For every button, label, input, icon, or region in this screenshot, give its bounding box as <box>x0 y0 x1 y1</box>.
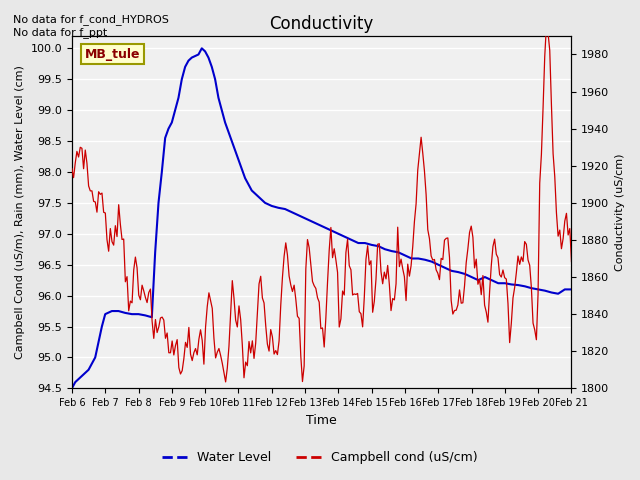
Text: MB_tule: MB_tule <box>85 48 141 60</box>
X-axis label: Time: Time <box>307 414 337 427</box>
Y-axis label: Conductivity (uS/cm): Conductivity (uS/cm) <box>615 154 625 271</box>
Y-axis label: Campbell Cond (uS/m), Rain (mm), Water Level (cm): Campbell Cond (uS/m), Rain (mm), Water L… <box>15 65 25 359</box>
Legend: Water Level, Campbell cond (uS/cm): Water Level, Campbell cond (uS/cm) <box>157 446 483 469</box>
Title: Conductivity: Conductivity <box>269 15 374 33</box>
Text: No data for f_cond_HYDROS
No data for f_ppt: No data for f_cond_HYDROS No data for f_… <box>13 14 169 38</box>
